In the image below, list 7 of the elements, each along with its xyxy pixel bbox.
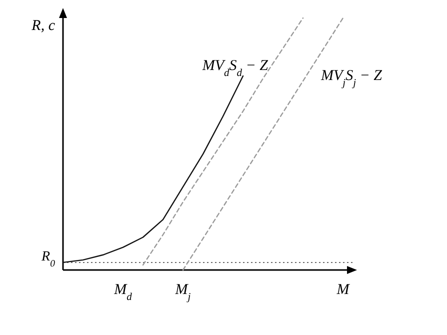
x-tick-label: M$_{j}$ xyxy=(174,282,191,302)
series-label: MV$_{j}$S$_{j}$ − Z xyxy=(320,68,383,88)
series-label: MV$_{d}$S$_{d}$ − Z xyxy=(201,58,269,78)
y-axis-title: R, c xyxy=(30,18,56,34)
ref-line-label: R$_{0}$ xyxy=(40,249,56,269)
x-tick-label: M xyxy=(336,282,351,298)
x-tick-label: M$_{d}$ xyxy=(113,282,133,302)
